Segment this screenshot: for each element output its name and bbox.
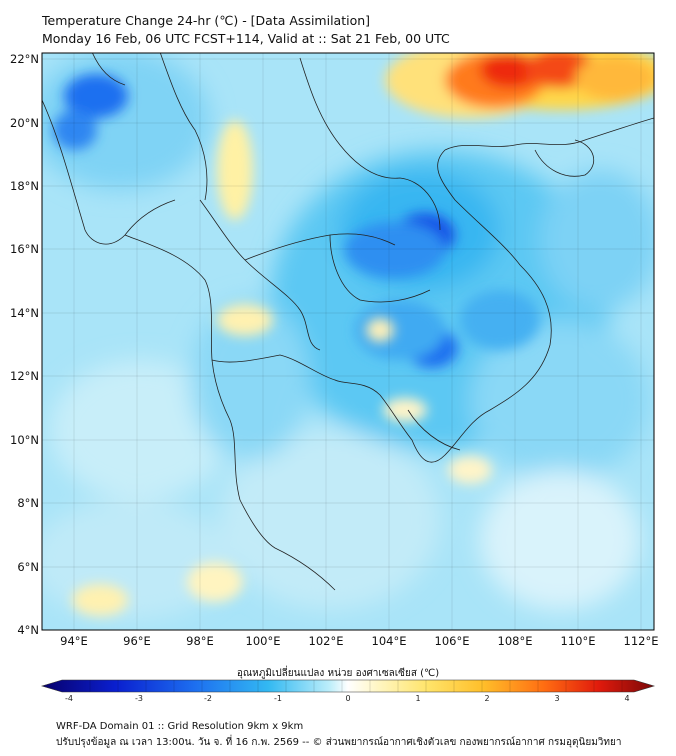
- map-title: Temperature Change 24-hr (℃) - [Data Ass…: [42, 13, 371, 28]
- lat-label-8: 8°N: [17, 496, 39, 510]
- lon-label-94: 94°E: [60, 634, 88, 648]
- lon-label-96: 96°E: [123, 634, 151, 648]
- colorbar-ramp: [40, 679, 656, 693]
- lat-label-4: 4°N: [17, 623, 39, 637]
- footer-model-info: WRF-DA Domain 01 :: Grid Resolution 9km …: [56, 721, 304, 732]
- colorbar-tick-minus4: -4: [65, 694, 73, 703]
- colorbar-tick-1: 1: [415, 694, 420, 703]
- map-frame: [41, 52, 655, 631]
- lat-label-14: 14°N: [10, 306, 39, 320]
- map-subtitle: Monday 16 Feb, 06 UTC FCST+114, Valid at…: [42, 31, 450, 46]
- lon-label-112: 112°E: [624, 634, 659, 648]
- lat-label-6: 6°N: [17, 560, 39, 574]
- lon-label-98: 98°E: [186, 634, 214, 648]
- colorbar-tick-0: 0: [345, 694, 350, 703]
- lon-label-104: 104°E: [372, 634, 407, 648]
- colorbar-title: อุณหภูมิเปลี่ยนแปลง หน่วย องศาเซลเซียส (…: [236, 668, 440, 679]
- colorbar-tick-4: 4: [624, 694, 629, 703]
- lon-label-100: 100°E: [246, 634, 281, 648]
- colorbar-tick-3: 3: [554, 694, 559, 703]
- colorbar: -4 -3 -2 -1 0 1 2 3 4: [40, 679, 656, 703]
- lat-label-22: 22°N: [10, 52, 39, 66]
- colorbar-tick-minus1: -1: [274, 694, 282, 703]
- lat-label-10: 10°N: [10, 433, 39, 447]
- lon-label-106: 106°E: [435, 634, 470, 648]
- footer-update-info: ปรับปรุงข้อมูล ณ เวลา 13:00น. วัน จ. ที่…: [56, 737, 622, 748]
- lon-label-110: 110°E: [561, 634, 596, 648]
- lat-label-18: 18°N: [10, 179, 39, 193]
- longitude-labels: 94°E 96°E 98°E 100°E 102°E 104°E 106°E 1…: [60, 634, 658, 648]
- lat-label-20: 20°N: [10, 116, 39, 130]
- lon-label-108: 108°E: [498, 634, 533, 648]
- colorbar-tick-minus2: -2: [204, 694, 212, 703]
- gridlines: [42, 53, 654, 630]
- lon-label-102: 102°E: [309, 634, 344, 648]
- lat-label-16: 16°N: [10, 242, 39, 256]
- colorbar-tick-2: 2: [484, 694, 489, 703]
- colorbar-tick-minus3: -3: [135, 694, 143, 703]
- lat-label-12: 12°N: [10, 369, 39, 383]
- temperature-field: [42, 53, 654, 630]
- latitude-labels: 22°N 20°N 18°N 16°N 14°N 12°N 10°N 8°N 6…: [10, 52, 39, 637]
